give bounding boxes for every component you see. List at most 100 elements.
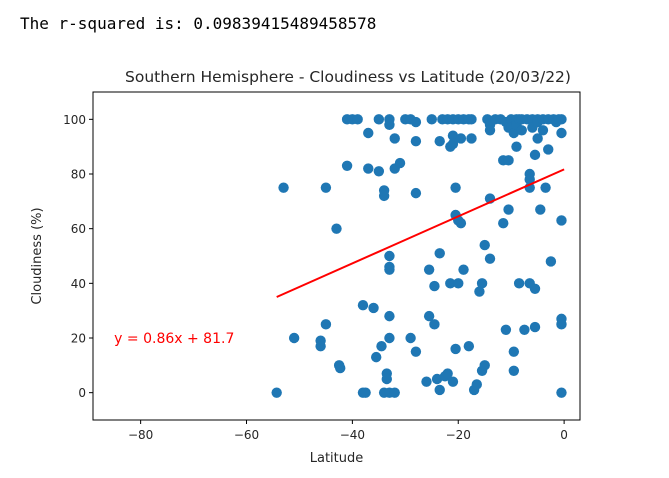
data-point — [363, 127, 374, 139]
data-point — [320, 319, 332, 330]
data-point — [508, 365, 520, 376]
data-point — [384, 310, 395, 322]
y-tick-label: 0 — [78, 386, 86, 400]
data-point — [429, 280, 440, 292]
data-point — [288, 332, 300, 344]
data-point — [331, 223, 342, 234]
data-point — [442, 368, 453, 379]
data-point — [466, 114, 477, 125]
data-point — [455, 218, 467, 229]
data-point — [529, 283, 541, 294]
data-point — [535, 204, 546, 215]
data-point — [511, 141, 522, 152]
data-point — [450, 182, 461, 193]
data-point — [384, 250, 395, 262]
data-point — [352, 114, 363, 125]
data-point — [315, 341, 326, 352]
data-point — [434, 384, 445, 396]
data-point — [389, 387, 400, 398]
data-point — [474, 286, 485, 297]
data-point — [463, 341, 475, 352]
data-point — [410, 116, 422, 128]
data-point — [271, 387, 282, 398]
x-tick-label: −20 — [446, 428, 471, 442]
data-point — [556, 319, 567, 330]
data-point — [513, 278, 525, 289]
data-point — [405, 332, 416, 344]
data-point — [423, 264, 435, 275]
data-point — [545, 256, 557, 267]
chart-title: Southern Hemisphere - Cloudiness vs Lati… — [125, 68, 571, 86]
data-point — [529, 149, 541, 161]
data-point — [476, 278, 488, 289]
data-point — [434, 136, 445, 147]
data-point — [389, 133, 400, 144]
data-point — [556, 114, 567, 125]
data-point — [479, 239, 490, 251]
data-point — [519, 324, 530, 335]
data-point — [484, 253, 496, 264]
data-point — [376, 341, 387, 352]
data-point — [540, 182, 551, 193]
data-point — [450, 343, 461, 355]
data-point — [431, 373, 443, 385]
data-point — [357, 300, 369, 311]
data-point — [429, 319, 440, 330]
data-point — [381, 373, 392, 385]
data-point — [529, 321, 541, 333]
data-point — [556, 127, 567, 139]
data-point — [479, 360, 490, 371]
data-point — [410, 346, 422, 357]
data-point — [466, 133, 477, 144]
data-point — [532, 133, 543, 144]
x-axis: −80 −60 −40 −20 0 — [128, 420, 568, 442]
x-axis-label: Latitude — [310, 451, 364, 466]
x-tick-label: −60 — [234, 428, 259, 442]
data-point — [537, 125, 549, 136]
data-point — [434, 248, 445, 259]
y-tick-label: 60 — [71, 222, 86, 236]
data-point — [378, 190, 390, 202]
y-axis-label: Cloudiness (%) — [30, 207, 45, 304]
x-tick-label: 0 — [560, 428, 568, 442]
y-tick-label: 20 — [71, 332, 86, 346]
regression-equation: y = 0.86x + 81.7 — [114, 331, 234, 347]
data-point — [453, 278, 464, 289]
data-point — [524, 174, 535, 185]
data-point — [508, 346, 520, 357]
data-point — [447, 376, 459, 387]
data-point — [278, 182, 289, 193]
data-point — [410, 136, 422, 147]
data-point — [384, 332, 395, 344]
data-point — [423, 310, 435, 322]
rsquared-output: The r-squared is: 0.09839415489458578 — [20, 14, 377, 33]
data-point — [503, 204, 514, 215]
y-tick-label: 100 — [63, 113, 86, 127]
data-point — [368, 302, 379, 314]
data-point — [373, 166, 385, 177]
data-point — [447, 138, 459, 150]
data-point — [484, 125, 496, 136]
data-point — [500, 324, 512, 335]
data-point — [498, 218, 509, 229]
data-point — [556, 387, 567, 398]
data-point — [508, 127, 520, 139]
y-axis: 0 20 40 60 80 100 — [63, 113, 93, 400]
data-point — [556, 215, 567, 226]
data-point — [455, 133, 467, 144]
data-point — [543, 144, 554, 155]
data-point — [384, 264, 395, 275]
plot-area — [271, 114, 567, 398]
data-point — [421, 376, 432, 387]
data-point — [373, 114, 385, 125]
x-tick-label: −40 — [340, 428, 365, 442]
data-point — [503, 155, 514, 166]
data-point — [445, 278, 456, 289]
plot-frame — [92, 91, 581, 421]
data-point — [335, 362, 346, 374]
data-point — [363, 163, 374, 174]
x-tick-label: −80 — [128, 428, 153, 442]
data-point — [426, 114, 437, 125]
data-point — [384, 119, 395, 130]
